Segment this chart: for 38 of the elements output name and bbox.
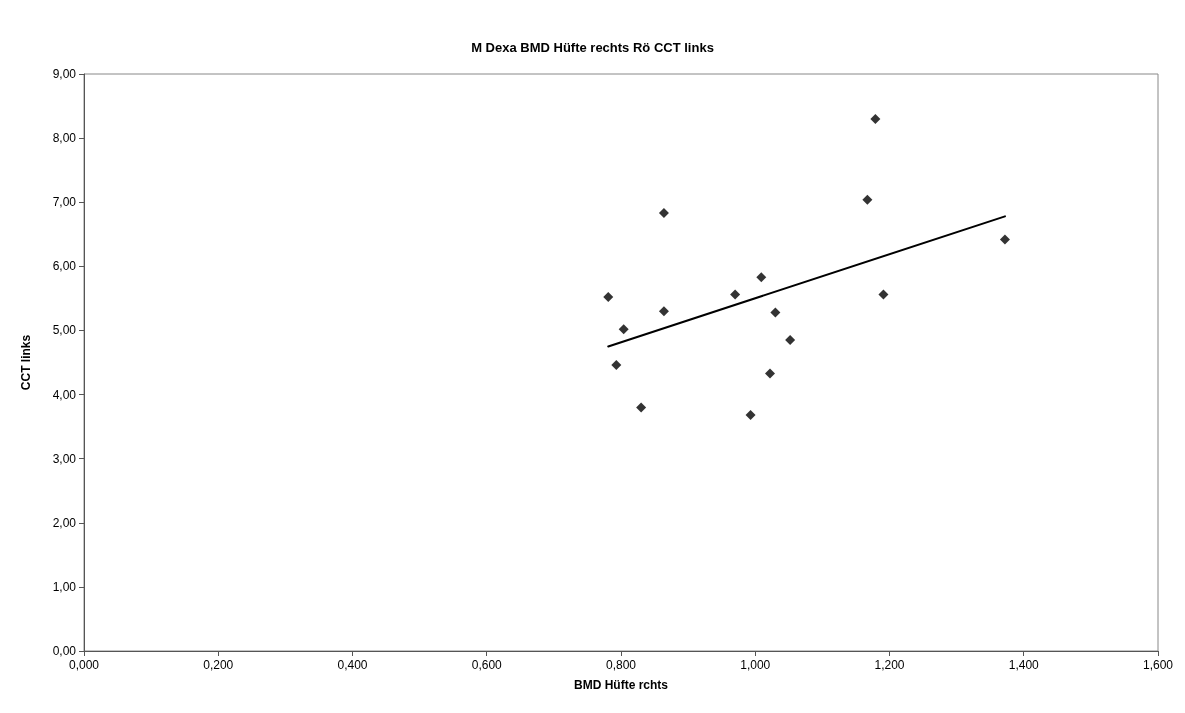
- y-tick-label: 6,00: [52, 259, 77, 274]
- y-tick-label: 4,00: [52, 387, 77, 402]
- point: [770, 307, 781, 318]
- y-tick-label: 0,00: [52, 644, 77, 658]
- point: [603, 292, 614, 303]
- point: [870, 113, 881, 124]
- point: [745, 410, 756, 421]
- x-axis-title: BMD Hüfte rchts: [573, 678, 669, 692]
- point: [611, 360, 622, 371]
- chart-title: M Dexa BMD Hüfte rechts Rö CCT links: [471, 40, 714, 55]
- y-tick-label: 8,00: [52, 131, 77, 146]
- point: [765, 368, 776, 379]
- point: [756, 272, 767, 283]
- point: [878, 289, 889, 300]
- point: [618, 324, 629, 335]
- y-axis-title: CCT links: [19, 334, 33, 391]
- y-tick-label: 3,00: [52, 451, 77, 466]
- point: [862, 194, 873, 205]
- y-tick-label: 5,00: [52, 323, 77, 338]
- y-tick-label: 1,00: [52, 579, 77, 594]
- point: [658, 306, 669, 317]
- x-tick-label: 0,400: [337, 658, 368, 672]
- x-tick-label: 0,800: [605, 658, 637, 672]
- point: [658, 208, 669, 219]
- x-tick-label: 1,400: [1008, 658, 1040, 672]
- point: [999, 234, 1010, 245]
- point: [730, 289, 741, 300]
- x-tick-label: 0,200: [203, 658, 234, 672]
- x-tick-label: 1,600: [1142, 658, 1174, 672]
- y-tick-label: 2,00: [52, 515, 77, 530]
- x-tick-label: 0,000: [68, 658, 100, 672]
- point: [785, 335, 796, 346]
- y-tick-label: 7,00: [52, 195, 77, 210]
- x-tick-label: 0,600: [471, 658, 503, 672]
- x-tick-label: 1,000: [740, 658, 771, 672]
- point: [636, 402, 647, 413]
- x-tick-label: 1,200: [874, 658, 905, 672]
- y-tick-label: 9,00: [52, 67, 77, 81]
